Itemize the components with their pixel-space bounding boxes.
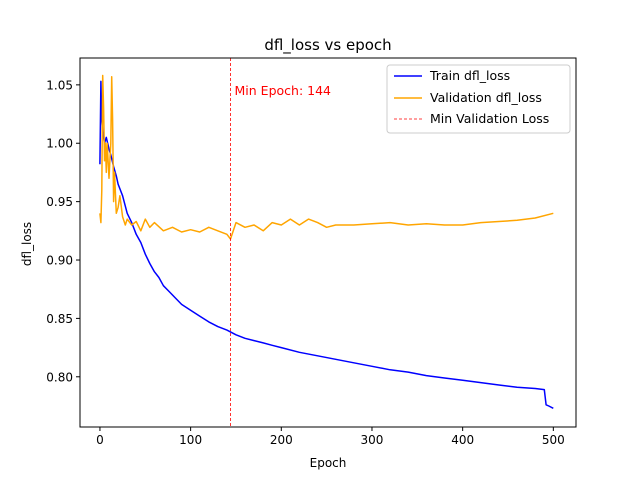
x-tick-label: 100: [179, 433, 202, 447]
y-tick-label: 1.05: [46, 78, 73, 92]
x-tick-label: 300: [361, 433, 384, 447]
plot-area: Min Epoch: 144: [79, 57, 577, 428]
legend: Train dfl_loss Validation dfl_loss Min V…: [386, 64, 571, 134]
y-tick-label: 0.85: [46, 312, 73, 326]
series-line-validation: [99, 74, 554, 240]
y-tick-label: 0.90: [46, 254, 73, 268]
x-axis-ticks: 0 100 200 300 400 500: [96, 427, 565, 447]
x-tick-label: 500: [542, 433, 565, 447]
y-axis-ticks: 0.80 0.85 0.90 0.95 1.00 1.05: [46, 78, 80, 384]
legend-label-train: Train dfl_loss: [429, 68, 510, 83]
x-tick-label: 0: [96, 433, 104, 447]
chart-title: dfl_loss vs epoch: [264, 36, 391, 55]
x-axis-label: Epoch: [310, 456, 347, 470]
series-layer: [99, 74, 554, 409]
y-tick-label: 1.00: [46, 137, 73, 151]
plot-frame: [79, 57, 577, 428]
y-tick-label: 0.95: [46, 195, 73, 209]
legend-label-min-line: Min Validation Loss: [430, 111, 549, 126]
min-epoch-annotation: Min Epoch: 144: [235, 83, 332, 98]
x-tick-label: 200: [270, 433, 293, 447]
y-tick-label: 0.80: [46, 370, 73, 384]
legend-label-validation: Validation dfl_loss: [430, 90, 542, 105]
legend-box: [386, 64, 571, 134]
x-tick-label: 400: [451, 433, 474, 447]
y-axis-label: dfl_loss: [20, 222, 34, 266]
series-line-train: [99, 80, 554, 409]
